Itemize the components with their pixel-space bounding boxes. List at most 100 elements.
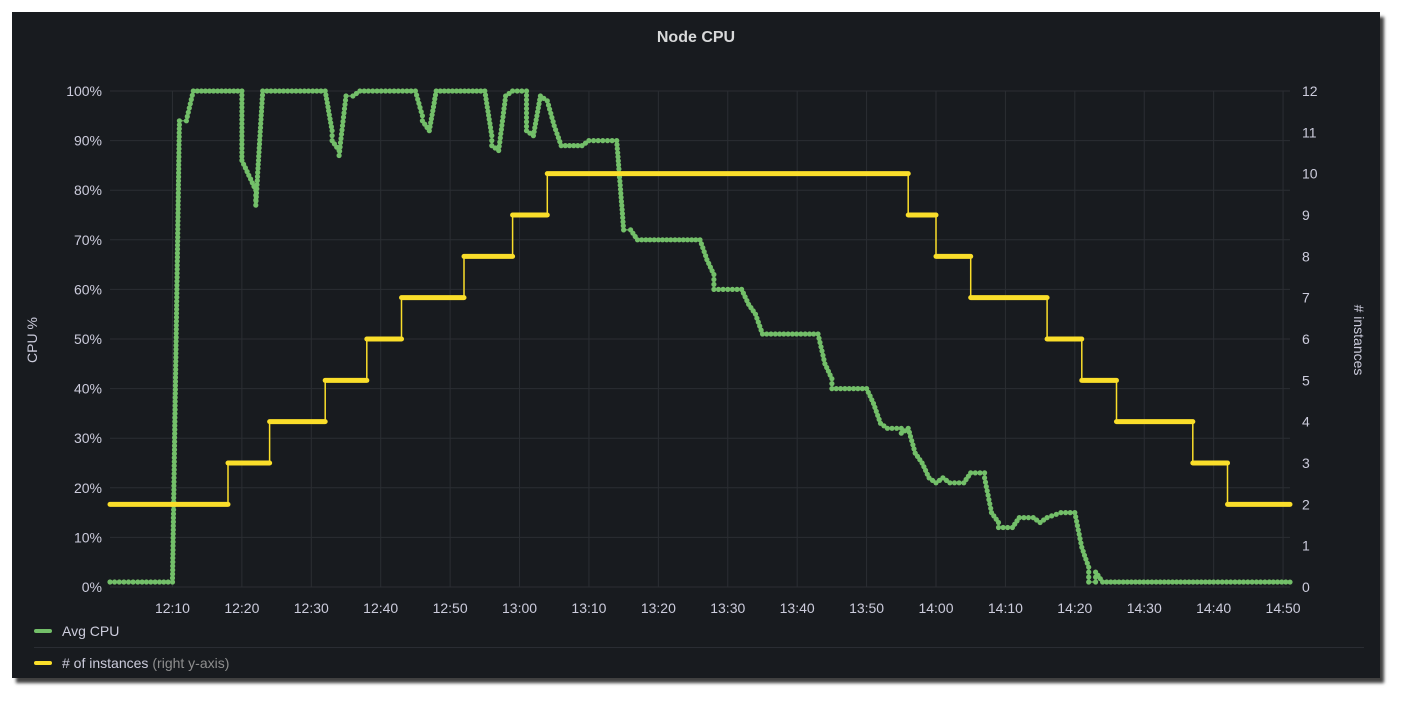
cpu-point (523, 119, 530, 125)
cpu-point (1253, 579, 1259, 585)
cpu-point (664, 237, 670, 243)
cpu-point (478, 88, 484, 94)
cpu-point (1025, 515, 1032, 521)
cpu-point (846, 386, 852, 392)
cpu-point (523, 92, 530, 98)
cpu-point (173, 334, 179, 340)
cpu-point (239, 137, 245, 143)
cpu-point (523, 123, 530, 129)
cpu-point (172, 390, 178, 397)
cpu-point (698, 241, 705, 247)
cpu-point (256, 153, 262, 159)
cpu-point (171, 495, 177, 501)
cpu-point (466, 88, 472, 94)
legend-item-avg-cpu[interactable]: Avg CPU (34, 620, 119, 642)
cpu-point (272, 88, 278, 94)
cpu-point (173, 366, 179, 373)
cpu-point (310, 88, 316, 94)
cpu-point (532, 121, 539, 127)
cpu-point (668, 237, 674, 243)
cpu-point (172, 411, 178, 417)
right-y-tick-label: 7 (1302, 290, 1310, 306)
cpu-point (130, 579, 136, 585)
cpu-point (223, 88, 229, 94)
cpu-point (174, 270, 180, 276)
cpu-point (173, 330, 179, 336)
x-tick-label: 13:20 (641, 600, 676, 616)
cpu-point (651, 237, 657, 243)
cpu-point (614, 138, 620, 144)
cpu-point (176, 166, 182, 172)
cpu-point (255, 157, 262, 163)
legend-note: (right y-axis) (152, 655, 230, 671)
cpu-point (829, 376, 835, 382)
cpu-point (239, 108, 245, 114)
cpu-point (614, 142, 620, 148)
cpu-point (173, 314, 180, 320)
cpu-point (418, 109, 424, 115)
cpu-point (842, 386, 848, 392)
cpu-point (711, 271, 717, 278)
cpu-point (210, 88, 217, 94)
cpu-point (816, 335, 822, 341)
cpu-point (174, 258, 180, 264)
cpu-point (619, 202, 625, 209)
cpu-point (148, 579, 154, 585)
right-y-tick-label: 6 (1302, 331, 1310, 347)
cpu-point (987, 501, 993, 507)
cpu-point (725, 286, 731, 292)
cpu-point (715, 286, 722, 292)
cpu-point (500, 110, 507, 116)
cpu-point (429, 112, 435, 118)
cpu-point (176, 170, 182, 176)
cpu-point (1112, 579, 1118, 585)
cpu-point (1086, 569, 1092, 575)
cpu-point (634, 237, 641, 243)
cpu-point (523, 110, 530, 116)
left-y-tick-label: 100% (66, 83, 102, 99)
cpu-point (174, 254, 180, 260)
cpu-point (1053, 511, 1059, 517)
cpu-point (173, 350, 179, 356)
cpu-point (301, 88, 307, 94)
left-y-tick-label: 0% (82, 579, 102, 595)
cpu-point (519, 88, 525, 94)
cpu-point (412, 88, 418, 94)
cpu-point (176, 122, 182, 128)
cpu-point (872, 404, 878, 410)
cpu-point (174, 242, 181, 248)
right-y-tick-label: 11 (1302, 124, 1317, 140)
cpu-point (672, 237, 678, 243)
cpu-point (174, 306, 180, 312)
cpu-point (400, 88, 406, 94)
cpu-point (174, 294, 180, 300)
cpu-point (1194, 579, 1200, 585)
cpu-point (107, 579, 113, 585)
x-axis-ticks: 12:10 12:20 12:30 12:40 12:50 13:00 13:10 13:20… (155, 600, 1301, 616)
left-y-axis-ticks: 0% 10% 20% 30% 40% 50% 60% 70% 80% 90% 100% (66, 83, 102, 595)
cpu-point (188, 96, 194, 103)
cpu-point (617, 186, 624, 192)
cpu-point (172, 378, 179, 385)
legend-item-instances[interactable]: # of instances (right y-axis) (34, 652, 229, 674)
cpu-point (815, 331, 821, 337)
x-tick-label: 14:50 (1266, 600, 1301, 616)
cpu-point (1108, 579, 1114, 585)
cpu-point (183, 118, 189, 124)
cpu-point (875, 412, 881, 418)
cpu-point (255, 165, 261, 171)
cpu-point (387, 88, 393, 94)
cpu-point (239, 88, 245, 94)
cpu-point (256, 145, 262, 151)
cpu-point (430, 108, 436, 114)
cpu-point (474, 88, 480, 94)
cpu-point (171, 463, 177, 469)
cpu-point (873, 408, 879, 414)
chart-panel: Node CPU 0% 10% 20% 30% 40% 50% 60% 70% 80% 90% 10… (12, 12, 1380, 678)
cpu-point (1116, 579, 1122, 585)
cpu-point (906, 429, 913, 435)
cpu-point (171, 483, 177, 489)
cpu-point (170, 547, 176, 553)
cpu-point (798, 331, 804, 337)
